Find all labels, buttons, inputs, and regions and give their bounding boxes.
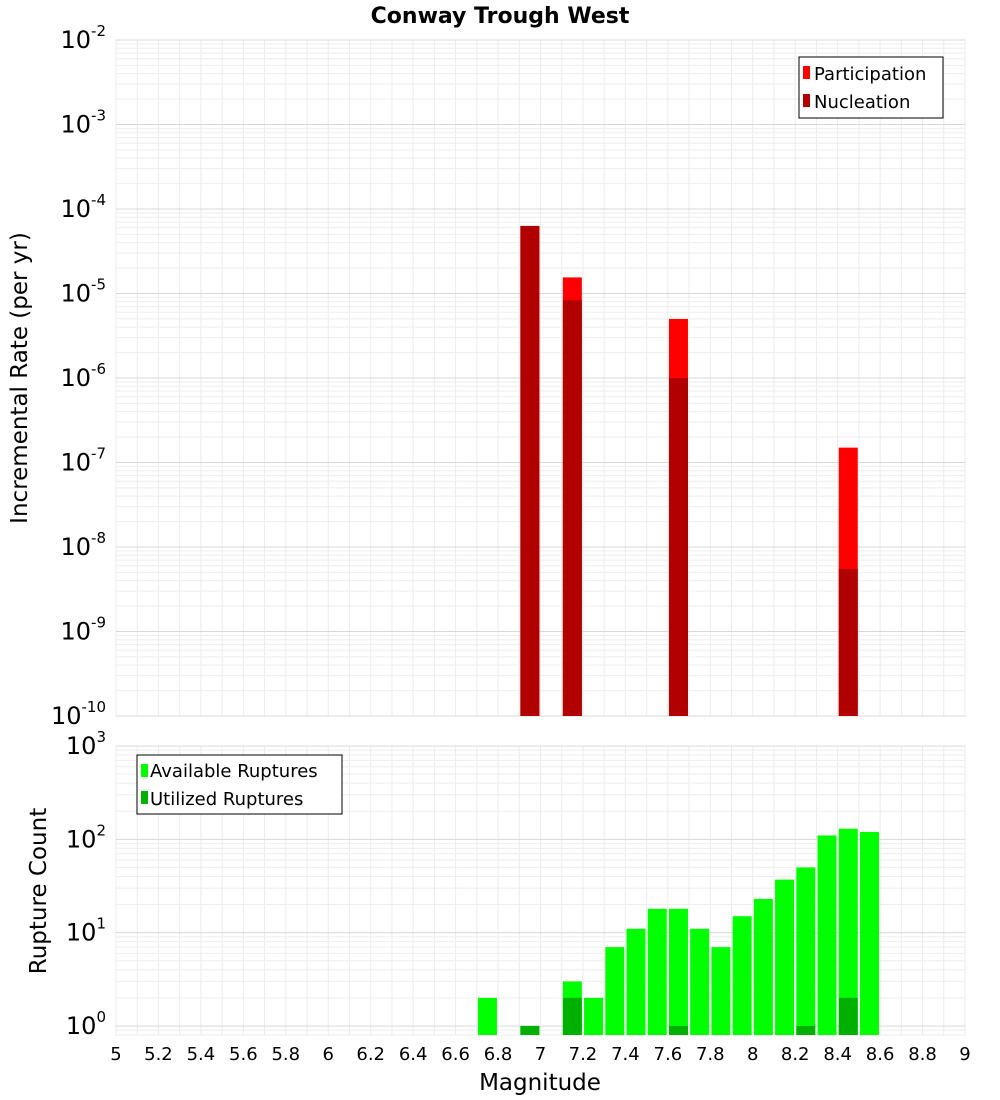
x-tick-label: 6 xyxy=(323,1044,334,1065)
x-tick-label: 5.2 xyxy=(144,1044,173,1065)
bar-available-ruptures xyxy=(626,928,646,1035)
x-tick-label: 5.4 xyxy=(187,1044,216,1065)
x-tick-label: 6.4 xyxy=(399,1044,428,1065)
y-tick-label: 10-6 xyxy=(60,360,106,392)
bar-available-ruptures xyxy=(690,928,710,1035)
bar-available-ruptures xyxy=(647,908,667,1035)
x-tick-label: 6.2 xyxy=(356,1044,385,1065)
bottom-legend-box xyxy=(136,754,343,815)
x-tick-label: 9 xyxy=(959,1044,970,1065)
bar-utilized-ruptures xyxy=(668,1025,688,1035)
bar-available-ruptures xyxy=(584,997,604,1035)
legend-swatch-utilized xyxy=(141,791,148,804)
x-tick-label: 6.6 xyxy=(441,1044,470,1065)
x-tick-label: 7.8 xyxy=(696,1044,725,1065)
bar-available-ruptures xyxy=(477,997,497,1035)
legend-swatch-nucleation xyxy=(803,94,810,107)
bar-nucleation xyxy=(562,300,582,716)
y-tick-label: 10-5 xyxy=(60,276,106,308)
y-tick-label: 10-3 xyxy=(60,107,106,139)
bar-available-ruptures xyxy=(732,916,752,1035)
top-grid xyxy=(115,39,966,717)
x-tick-label: 7.6 xyxy=(654,1044,683,1065)
x-tick-labels: 5 5.2 5.4 5.6 5.8 6 6.2 6.4 6.6 6.8 7 7.2 7.4 7.6 7.8 8… xyxy=(110,1044,970,1065)
y-tick-label: 10-2 xyxy=(60,22,106,54)
x-tick-label: 5.6 xyxy=(229,1044,258,1065)
legend-label-nucleation: Nucleation xyxy=(814,92,910,113)
y-tick-label: 10-8 xyxy=(60,529,106,561)
y-tick-label: 10-10 xyxy=(51,698,106,730)
top-bars xyxy=(520,225,858,716)
x-tick-label: 5.8 xyxy=(271,1044,300,1065)
bar-available-ruptures xyxy=(711,947,731,1035)
legend-swatch-available xyxy=(141,764,148,777)
y-tick-label: 100 xyxy=(66,1008,106,1040)
x-tick-label: 7.2 xyxy=(569,1044,598,1065)
x-tick-label: 5 xyxy=(110,1044,121,1065)
legend-swatch-participation xyxy=(803,66,810,79)
y-tick-label: 10-4 xyxy=(60,191,106,223)
bar-nucleation xyxy=(668,378,688,716)
bottom-bars xyxy=(477,828,879,1035)
bar-available-ruptures xyxy=(838,828,858,1035)
x-axis-label: Magnitude xyxy=(479,1070,601,1096)
top-legend-box xyxy=(798,56,944,119)
x-tick-label: 7.4 xyxy=(611,1044,640,1065)
chart-title: Conway Trough West xyxy=(371,4,630,29)
bar-utilized-ruptures xyxy=(520,1025,540,1035)
x-tick-label: 8.8 xyxy=(908,1044,937,1065)
bar-available-ruptures xyxy=(817,835,837,1035)
bottom-legend: Available Ruptures Utilized Ruptures xyxy=(136,754,343,815)
legend-label-participation: Participation xyxy=(814,64,926,85)
bar-available-ruptures xyxy=(605,947,625,1035)
bar-utilized-ruptures xyxy=(838,997,858,1035)
y-tick-label: 101 xyxy=(66,915,106,947)
x-tick-label: 8.6 xyxy=(866,1044,895,1065)
x-tick-label: 8 xyxy=(747,1044,758,1065)
top-y-axis-label: Incremental Rate (per yr) xyxy=(7,232,33,524)
bar-utilized-ruptures xyxy=(562,997,582,1035)
x-tick-label: 8.4 xyxy=(823,1044,852,1065)
bar-utilized-ruptures xyxy=(796,1025,816,1035)
x-tick-label: 8.2 xyxy=(781,1044,810,1065)
x-tick-label: 7 xyxy=(535,1044,546,1065)
y-tick-label: 103 xyxy=(66,728,106,760)
y-tick-label: 10-9 xyxy=(60,614,106,646)
y-tick-label: 102 xyxy=(66,821,106,853)
bar-nucleation xyxy=(520,225,540,716)
y-tick-label: 10-7 xyxy=(60,445,106,477)
bar-available-ruptures xyxy=(668,908,688,1035)
bar-available-ruptures xyxy=(796,867,816,1035)
legend-label-available: Available Ruptures xyxy=(150,761,318,782)
legend-label-utilized: Utilized Ruptures xyxy=(150,789,303,810)
bottom-y-axis-label: Rupture Count xyxy=(26,808,52,974)
top-legend: Participation Nucleation xyxy=(798,56,944,119)
bar-available-ruptures xyxy=(775,879,795,1035)
bar-available-ruptures xyxy=(753,898,773,1035)
bar-available-ruptures xyxy=(859,831,879,1035)
bottom-y-ticks: 100 101 102 103 xyxy=(66,728,106,1040)
bar-nucleation xyxy=(838,568,858,716)
x-tick-label: 6.8 xyxy=(484,1044,513,1065)
top-y-ticks: 10-10 10-9 10-8 10-7 10-6 10-5 10-4 10-3 10-2 xyxy=(51,22,106,730)
